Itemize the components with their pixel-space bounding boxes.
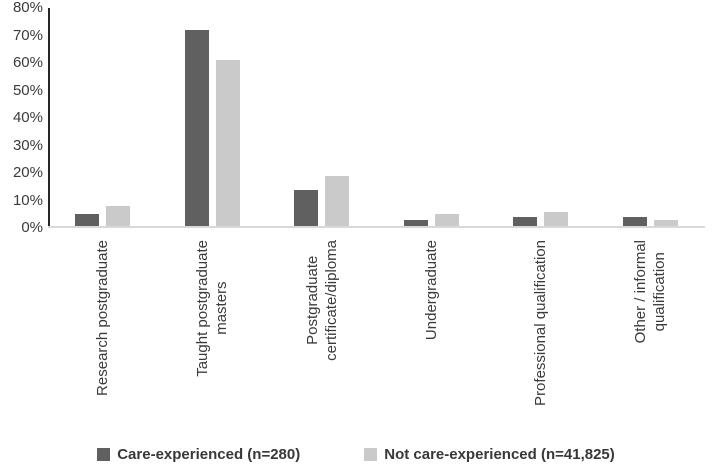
bar [325, 175, 350, 228]
x-axis-labels: Research postgraduate Taught postgraduate… [48, 240, 705, 436]
legend-label: Care-experienced (n=280) [117, 445, 301, 463]
bar [544, 211, 569, 228]
y-tick-label: 80% [12, 0, 43, 16]
bar-group [596, 8, 706, 228]
x-category-label: Postgraduate certificate/diploma [303, 240, 340, 361]
plot-area [48, 8, 705, 228]
legend-item: Not care-experienced (n=41,825) [364, 446, 615, 463]
bar [215, 60, 240, 228]
x-label-cell: Undergraduate [377, 240, 487, 436]
x-label-cell: Professional qualification [486, 240, 596, 436]
x-label-cell: Research postgraduate [48, 240, 158, 436]
x-label-cell: Taught postgraduate masters [158, 240, 268, 436]
y-tick-label: 50% [12, 81, 43, 99]
legend: Care-experienced (n=280) Not care-experie… [0, 441, 712, 467]
bar [434, 214, 459, 228]
bar-groups [48, 8, 705, 228]
legend-item: Care-experienced (n=280) [97, 446, 300, 463]
x-label-cell: Postgraduate certificate/diploma [267, 240, 377, 436]
y-tick-label: 40% [12, 109, 43, 126]
bar [653, 219, 678, 228]
legend-swatch [97, 447, 111, 461]
x-category-label: Professional qualification [532, 240, 550, 406]
bar [294, 189, 319, 228]
x-category-label: Undergraduate [422, 240, 440, 341]
bar [403, 219, 428, 228]
x-axis-line [48, 226, 705, 228]
bar [184, 30, 209, 228]
y-tick-label: 0% [21, 219, 43, 236]
y-tick-label: 60% [12, 54, 43, 71]
y-tick-label: 20% [12, 164, 43, 181]
bar [106, 206, 131, 228]
x-category-label: Taught postgraduate masters [194, 240, 231, 377]
bar-group [158, 8, 268, 228]
y-tick-label: 10% [12, 191, 43, 209]
bar-group [486, 8, 596, 228]
bar [622, 217, 647, 228]
x-label-cell: Other / informal qualification [596, 240, 706, 436]
legend-label: Not care-experienced (n=41,825) [384, 445, 615, 463]
x-category-label: Research postgraduate [94, 240, 112, 396]
legend-swatch [364, 447, 378, 461]
bar-group [377, 8, 487, 228]
y-tick-label: 30% [12, 136, 43, 154]
bar-group [48, 8, 158, 228]
x-category-label: Other / informal qualification [632, 240, 669, 344]
bar-group [267, 8, 377, 228]
y-tick-label: 70% [12, 26, 43, 44]
bar [513, 217, 538, 228]
bar [75, 214, 100, 228]
